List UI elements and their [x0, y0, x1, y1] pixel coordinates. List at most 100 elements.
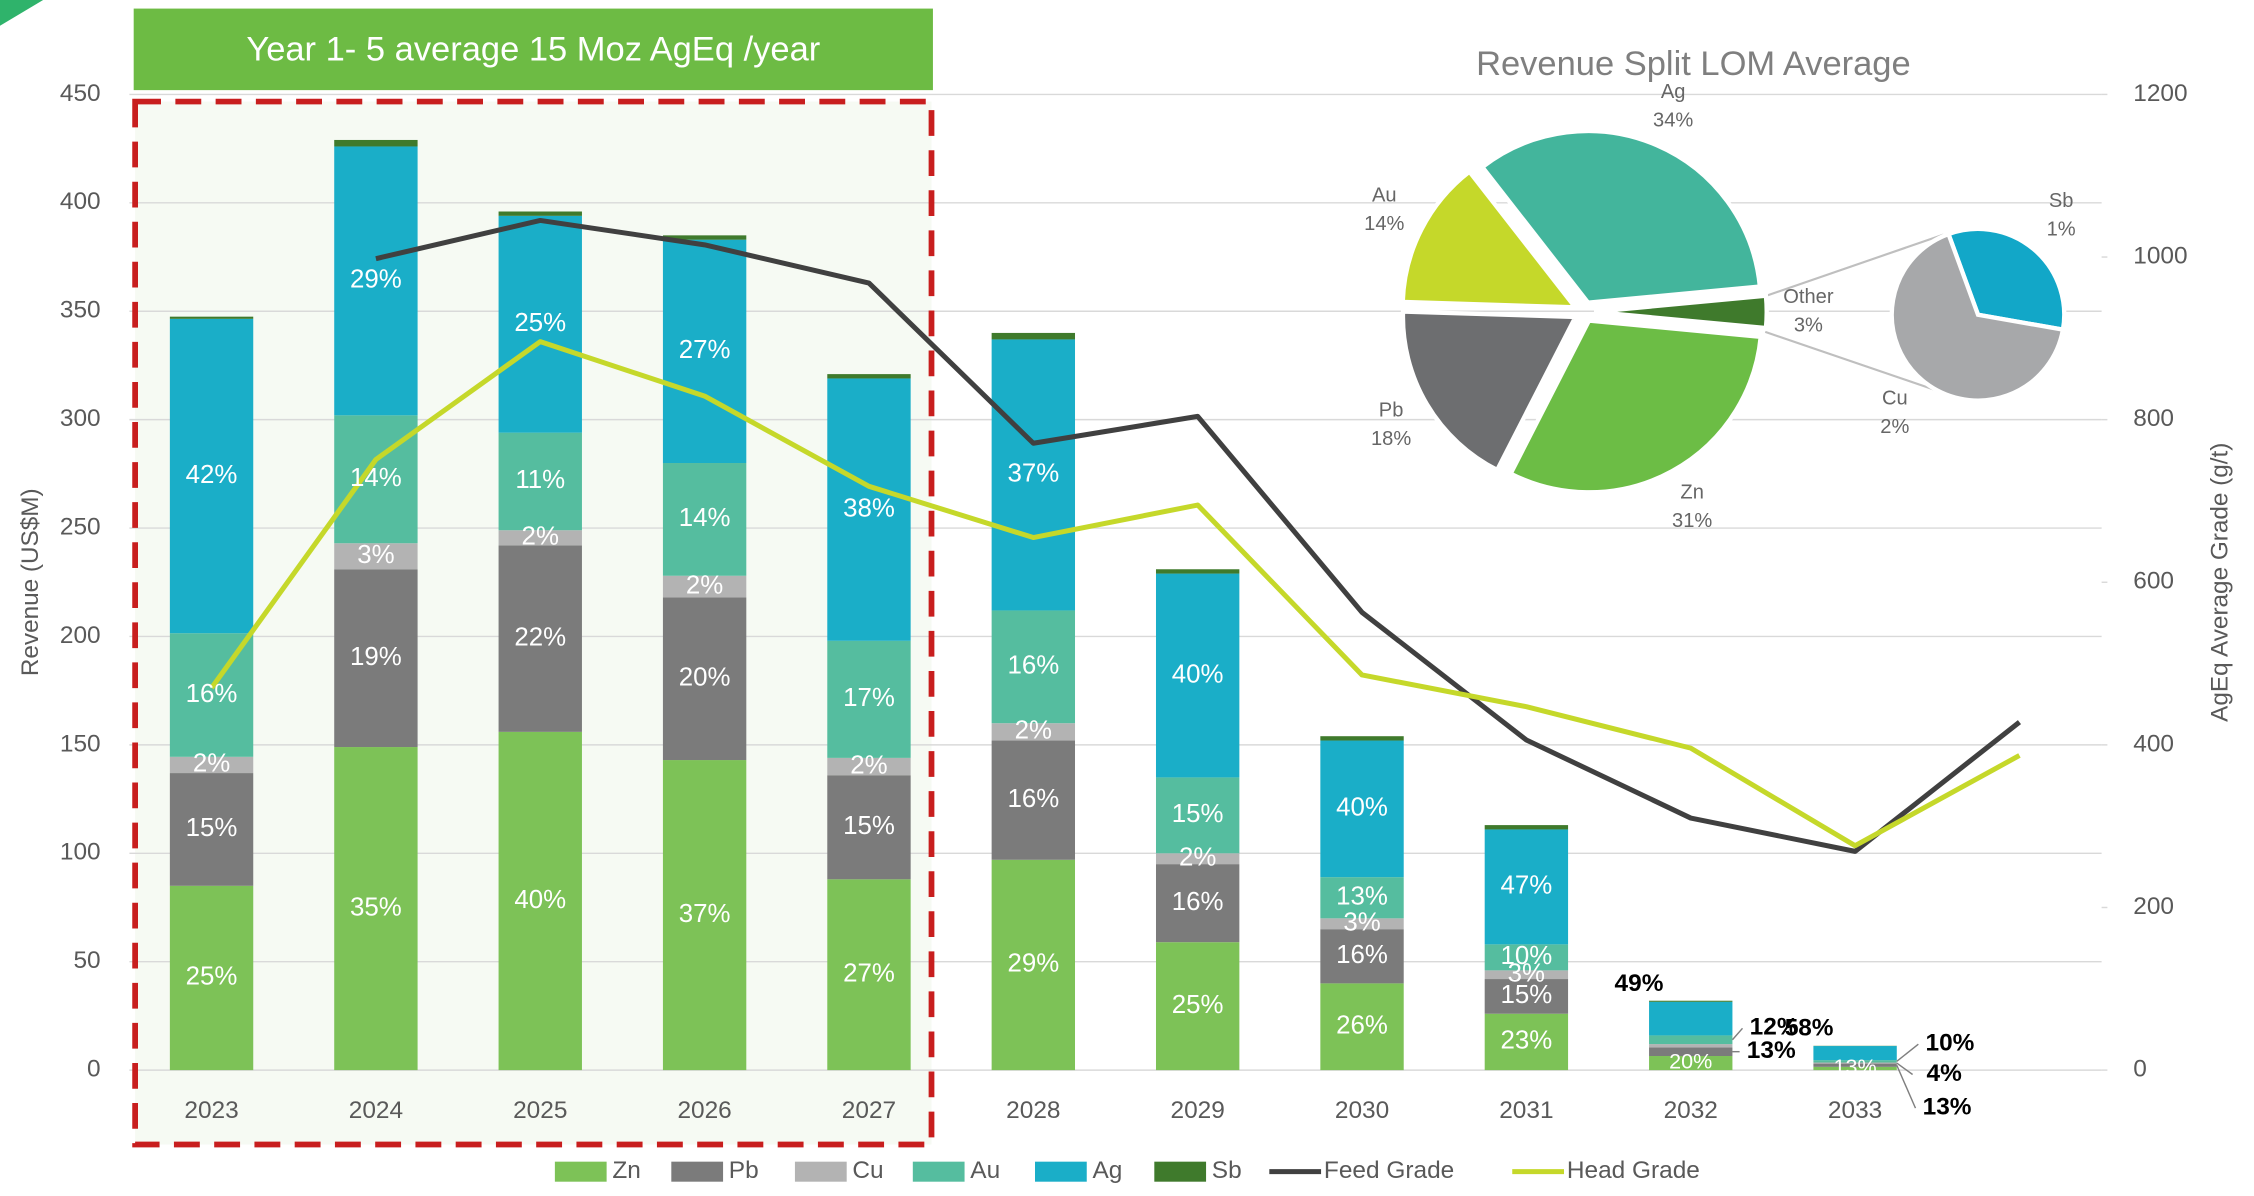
data-label: 40% [514, 886, 566, 914]
pie-slice [1507, 318, 1764, 495]
data-label: 37% [679, 900, 731, 928]
bar-segment [827, 775, 911, 880]
legend-label: Sb [1212, 1157, 1242, 1184]
bar-segment [169, 316, 254, 319]
legend: Zn Pb Cu Au Ag Sb Feed Grade Head Grade [554, 1157, 1700, 1184]
bar-segment [827, 378, 911, 641]
legend-label: Feed Grade [1324, 1157, 1454, 1184]
legend-swatch [1035, 1161, 1087, 1182]
bar-segment [1484, 829, 1569, 945]
data-label: 13% [1336, 883, 1388, 911]
callout-line [1896, 1064, 1917, 1109]
legend-label: Cu [852, 1157, 883, 1184]
bar-segment [662, 597, 747, 761]
y-tick-label: 150 [60, 730, 101, 757]
data-label: 27% [679, 336, 731, 364]
pie-label-value: 1% [2047, 219, 2076, 241]
bar-segment [1813, 1062, 1897, 1064]
data-label: 38% [843, 494, 895, 522]
bar-segment [169, 773, 254, 886]
data-label: 19% [350, 643, 402, 671]
bar-segment [1649, 1044, 1733, 1048]
data-label: 13% [1747, 1037, 1796, 1064]
data-label: 25% [1172, 991, 1224, 1019]
bar-segment [1484, 979, 1569, 1014]
bar-segment [1813, 1063, 1897, 1067]
pie-label-value: 34% [1653, 110, 1693, 132]
y-tick-label: 100 [60, 839, 101, 866]
legend-label: Pb [729, 1157, 759, 1184]
pie-label-value: 18% [1371, 428, 1411, 450]
labels: 25% 35% 40% 37% 27% 29% 25% 26% 23% 20% 13% 15% 19% 2… [186, 266, 1975, 1121]
y-tick-label: 400 [60, 188, 101, 215]
bar-segment [1484, 1013, 1569, 1071]
y2-tick-label: 200 [2133, 893, 2174, 920]
bar-segment [991, 610, 1076, 724]
x-tick-label: 2027 [842, 1097, 896, 1124]
data-label: 25% [514, 309, 566, 337]
y2-tick-label: 0 [2133, 1056, 2147, 1083]
data-label: 16% [1172, 888, 1224, 916]
data-label: 16% [1336, 941, 1388, 969]
legend-label: Head Grade [1567, 1157, 1700, 1184]
bar-segment [1155, 942, 1240, 1071]
bar-segment [1649, 1000, 1733, 1002]
bar-segment [827, 757, 911, 776]
x-tick-label: 2031 [1499, 1097, 1553, 1124]
bar-segment [662, 239, 747, 464]
bar-segment [1649, 1056, 1733, 1071]
bar-segment [334, 146, 418, 416]
data-label: 15% [186, 814, 238, 842]
data-label: 15% [1501, 981, 1553, 1009]
bar-segment [991, 859, 1076, 1071]
data-label: 25% [186, 963, 238, 991]
y-tick-label: 250 [60, 514, 101, 541]
data-label: 20% [1669, 1050, 1712, 1074]
line-series [375, 217, 2022, 854]
data-label: 2% [686, 571, 723, 599]
x-tick-label: 2030 [1335, 1097, 1389, 1124]
bar-segment [827, 879, 911, 1071]
bar-segment [1813, 1066, 1897, 1071]
callout-line [1896, 1043, 1919, 1062]
bar-segment [169, 756, 254, 774]
bar-segment [334, 747, 418, 1071]
y-tick-label: 200 [60, 622, 101, 649]
data-label: 15% [843, 812, 895, 840]
pie-label-name: Cu [1882, 387, 1908, 409]
y2-tick-label: 800 [2133, 405, 2174, 432]
pie-label-name: Zn [1680, 481, 1703, 503]
highlight-border [132, 98, 935, 1148]
data-label: 58% [1785, 1014, 1834, 1041]
data-label: 16% [1007, 652, 1059, 680]
data-label: 26% [1336, 1012, 1388, 1040]
bar-segment [662, 760, 747, 1071]
bar-segment [1320, 877, 1404, 919]
data-label: 10% [1926, 1030, 1975, 1057]
bar-segment [169, 885, 254, 1071]
data-label: 3% [1508, 960, 1545, 988]
bar-segment [1155, 853, 1240, 865]
data-label: 29% [1007, 950, 1059, 978]
bars [169, 139, 1897, 1071]
bar-segment [1320, 929, 1404, 984]
bar-segment [498, 545, 582, 732]
data-label: 13% [1834, 1055, 1877, 1079]
callout-line [1731, 1027, 1744, 1041]
legend-label: Au [970, 1157, 1000, 1184]
corner-mark [0, 0, 44, 26]
callout-line [1896, 1062, 1914, 1076]
pie-slice [1479, 128, 1763, 305]
bar-segment [334, 139, 418, 147]
data-label: 17% [843, 684, 895, 712]
x-tick-label: 2023 [184, 1097, 238, 1124]
bar-segment [662, 235, 747, 240]
data-label: 23% [1501, 1027, 1553, 1055]
data-label: 2% [522, 523, 559, 551]
y-tick-label: 450 [60, 80, 101, 107]
data-label: 2% [193, 750, 230, 778]
data-label: 15% [1172, 800, 1224, 828]
data-label: 2% [1015, 717, 1052, 745]
y2-tick-label: 1000 [2133, 243, 2187, 270]
data-label: 37% [1007, 460, 1059, 488]
